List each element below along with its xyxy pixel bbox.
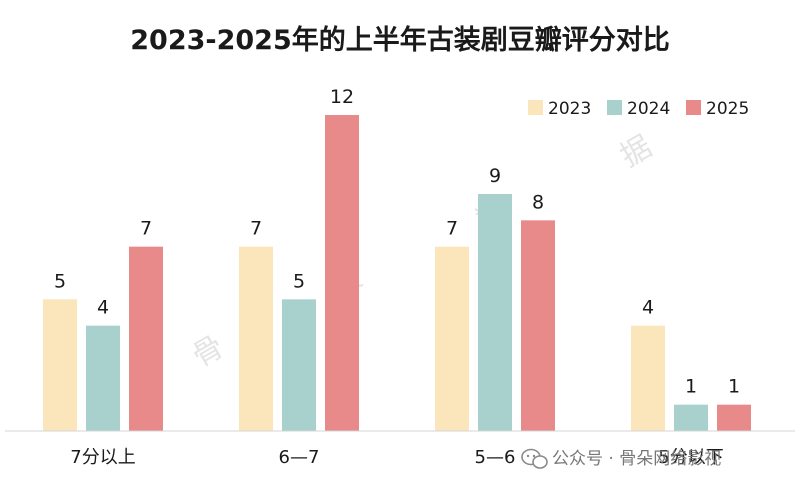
data-label-2023-3: 4 xyxy=(642,297,654,319)
legend-label-2024: 2024 xyxy=(627,99,670,119)
legend-item-2024: 2024 xyxy=(607,99,670,119)
bars-group xyxy=(43,115,751,431)
data-label-2025-2: 8 xyxy=(532,191,544,213)
data-label-2024-2: 9 xyxy=(489,165,501,187)
wechat-source-label: 公众号 · 骨朵网络影视 xyxy=(552,449,721,469)
x-tick-label: 7分以上 xyxy=(70,447,135,468)
bar-2024-0 xyxy=(86,325,120,431)
bar-2023-1 xyxy=(239,246,273,431)
data-label-2024-0: 4 xyxy=(97,297,109,319)
data-label-2023-0: 5 xyxy=(54,270,66,292)
data-label-2025-3: 1 xyxy=(728,376,740,398)
x-tick-label: 5分以下 xyxy=(658,447,723,468)
legend-label-2025: 2025 xyxy=(706,99,749,119)
bar-2025-1 xyxy=(325,115,359,431)
x-tick-label: 5—6 xyxy=(475,447,516,468)
bar-2024-3 xyxy=(674,404,708,431)
bar-2025-2 xyxy=(521,220,555,431)
watermark-char: 据 xyxy=(615,129,658,174)
bar-2023-3 xyxy=(631,325,665,431)
bar-2025-3 xyxy=(717,404,751,431)
legend-item-2025: 2025 xyxy=(686,99,749,119)
data-label-2024-1: 5 xyxy=(293,270,305,292)
bar-2023-0 xyxy=(43,299,77,431)
watermark-char: 骨 xyxy=(187,329,230,374)
legend-item-2023: 2023 xyxy=(528,99,591,119)
wechat-source: 公众号 · 骨朵网络影视 xyxy=(521,448,721,469)
data-label-2025-0: 7 xyxy=(140,218,152,240)
wechat-icon xyxy=(521,448,548,469)
x-tick-label: 6—7 xyxy=(279,447,320,468)
data-label-2024-3: 1 xyxy=(685,376,697,398)
legend-swatch-2023 xyxy=(528,100,543,115)
value-labels-group: 5 7 7 4 4 5 9 1 7 12 8 1 xyxy=(54,86,740,398)
legend-swatch-2025 xyxy=(686,100,701,115)
bar-2025-0 xyxy=(129,246,163,431)
data-label-2023-2: 7 xyxy=(446,218,458,240)
bar-2024-1 xyxy=(282,299,316,431)
legend-label-2023: 2023 xyxy=(548,99,591,119)
legend-swatch-2024 xyxy=(607,100,622,115)
bar-2024-2 xyxy=(478,194,512,431)
data-label-2025-1: 12 xyxy=(330,86,354,108)
category-labels-group: 7分以上 6—7 5—6 5分以下 xyxy=(70,447,723,468)
data-label-2023-1: 7 xyxy=(250,218,262,240)
legend: 2023 2024 2025 xyxy=(528,99,749,119)
bar-2023-2 xyxy=(435,246,469,431)
chart-title: 2023-2025年的上半年古装剧豆瓣评分对比 xyxy=(130,24,670,56)
